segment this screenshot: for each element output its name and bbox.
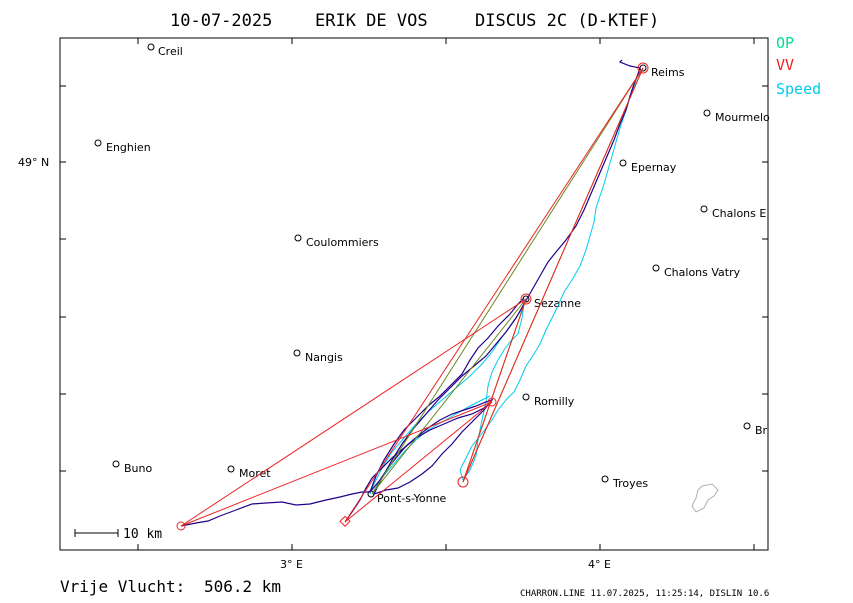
place-marker-coulommiers [294,234,302,242]
place-marker-creil [147,43,155,51]
place-markers [94,43,751,498]
glider-name: DISCUS 2C (D-KTEF) [475,11,659,31]
pilot-name: ERIK DE VOS [315,11,428,31]
turnpoint-south [457,476,469,488]
place-marker-buno [112,460,120,468]
turnpoint-romilly-west [487,397,497,407]
legend-op: OP [776,34,794,52]
place-marker-mourmelo [703,109,711,117]
place-label-epernay: Epernay [631,161,677,174]
place-label-enghien: Enghien [106,141,151,154]
legend-speed: Speed [776,80,821,98]
place-label-nangis: Nangis [305,351,343,364]
flight-track-2 [369,297,525,493]
turnpoint-start [176,521,186,531]
flight-track [180,59,641,527]
turnpoint-markers [176,62,649,531]
speed-trace-2 [462,303,525,481]
place-marker-enghien [94,139,102,147]
speed-trace-3 [371,395,491,495]
turnpoint-finish [339,515,351,527]
place-label-mourmelo: Mourmelo [715,111,770,124]
speed-trace [459,71,641,481]
place-label-romilly: Romilly [534,395,575,408]
op-route [371,67,644,495]
place-label-pont-s-yonne: Pont-s-Yonne [377,492,447,505]
distance-label: Vrije Vlucht: [60,577,185,596]
credit-line: CHARRON.LINE 11.07.2025, 11:25:14, DISLI… [520,589,769,599]
place-label-creil: Creil [158,45,183,58]
place-label-coulommiers: Coulommiers [306,236,379,249]
lake-outline [691,483,719,513]
scale-bar [74,529,119,537]
flight-date: 10-07-2025 [170,11,272,31]
legend: OP VV Speed [776,34,821,98]
axis-ticks [60,38,768,550]
place-marker-chalons-vatry [652,264,660,272]
place-marker-chalons-e [700,205,708,213]
place-label-troyes: Troyes [612,477,648,490]
place-marker-troyes [601,475,609,483]
lat-label: 49° N [18,156,49,169]
place-label-buno: Buno [124,462,152,475]
place-marker-moret [227,465,235,473]
place-marker-epernay [619,159,627,167]
map-frame [59,37,769,551]
vv-route [180,67,644,527]
legend-vv: VV [776,56,794,74]
place-label-moret: Moret [239,467,271,480]
place-label-br: Br [755,424,768,437]
place-marker-nangis [293,349,301,357]
place-label-chalons-e: Chalons E [712,207,766,220]
lon-label-3: 3° E [280,558,303,571]
place-label-chalons-vatry: Chalons Vatry [664,266,741,279]
lon-label-4: 4° E [588,558,611,571]
scale-label: 10 km [123,527,162,542]
place-marker-romilly [522,393,530,401]
turnpoint-sezanne [520,293,532,305]
distance-value: 506.2 km [204,577,281,596]
place-marker-br [743,422,751,430]
place-label-sezanne: Sezanne [534,297,581,310]
turnpoint-reims [637,62,649,74]
place-label-reims: Reims [651,66,685,79]
